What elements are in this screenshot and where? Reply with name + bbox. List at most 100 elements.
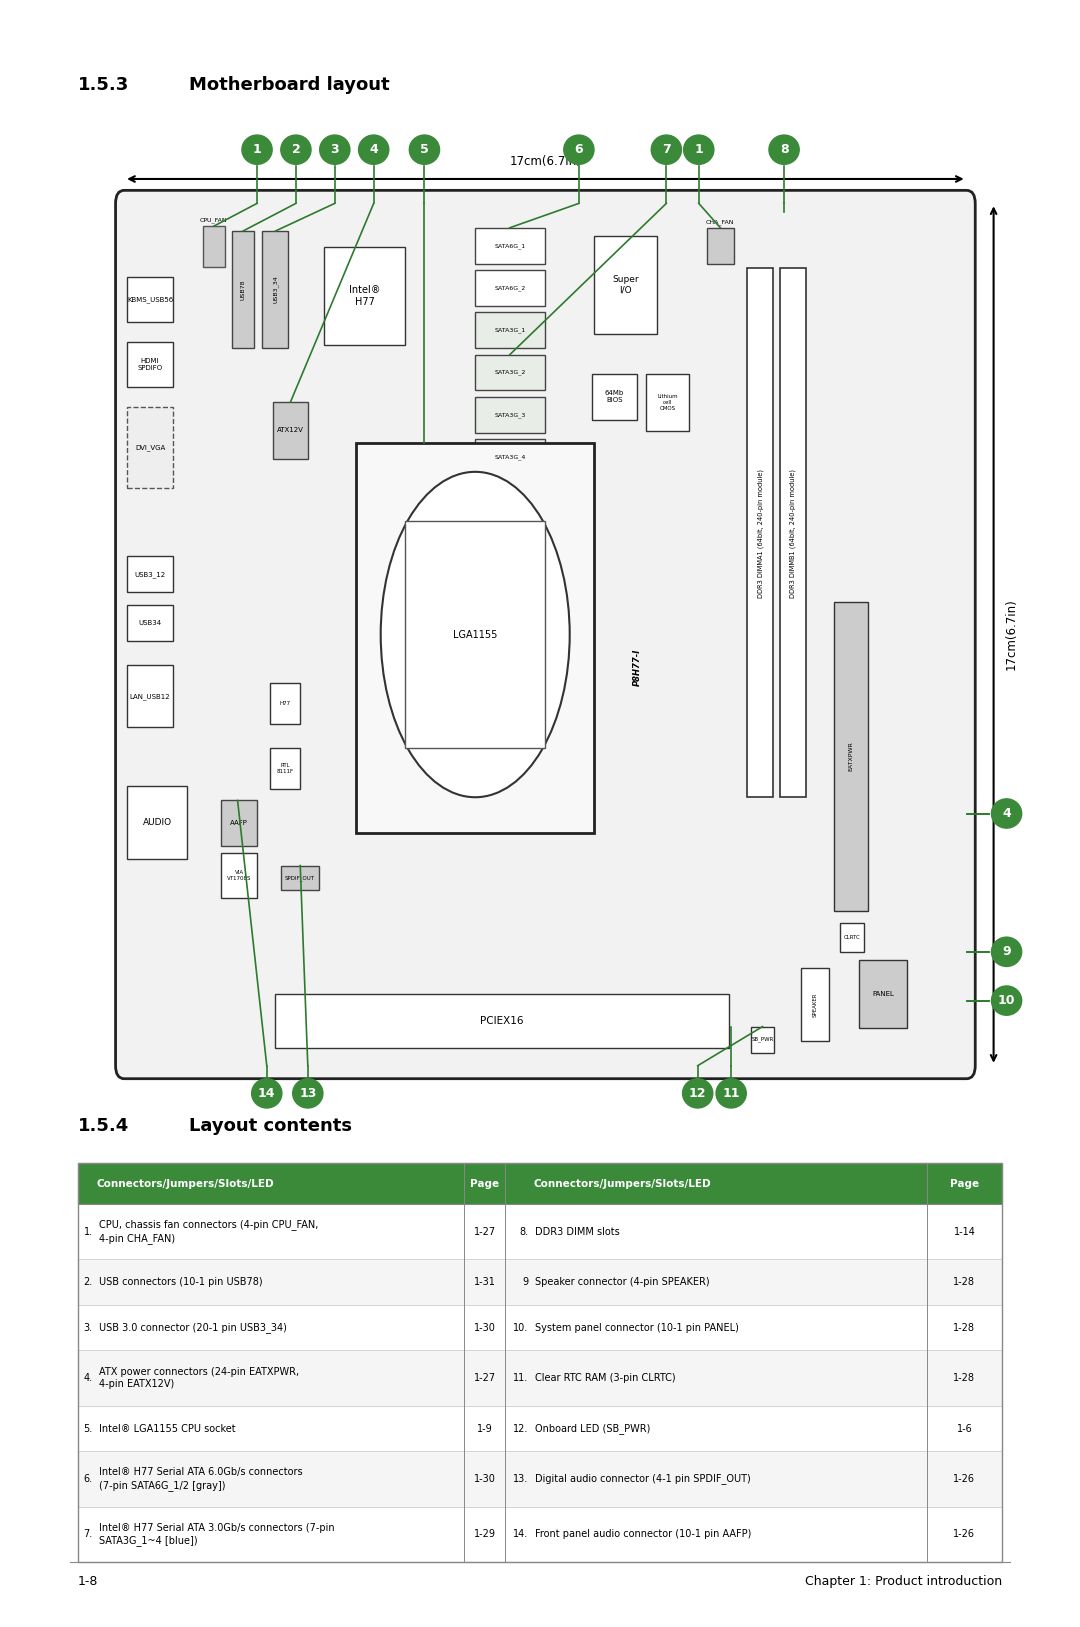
Text: Digital audio connector (4-1 pin SPDIF_OUT): Digital audio connector (4-1 pin SPDIF_O… (535, 1474, 751, 1484)
Ellipse shape (242, 135, 272, 164)
Bar (751, 1027, 774, 1053)
Text: ATX12V: ATX12V (278, 428, 303, 433)
Ellipse shape (293, 1079, 323, 1108)
Bar (262, 231, 288, 348)
Text: 9: 9 (1002, 945, 1011, 958)
Text: Motherboard layout: Motherboard layout (189, 75, 390, 94)
Text: Intel®
H77: Intel® H77 (349, 285, 380, 308)
Text: Connectors/Jumpers/Slots/LED: Connectors/Jumpers/Slots/LED (96, 1178, 273, 1189)
Text: Intel® LGA1155 CPU socket: Intel® LGA1155 CPU socket (99, 1424, 237, 1433)
Text: 1-29: 1-29 (474, 1529, 496, 1539)
Text: AAFP: AAFP (230, 820, 248, 827)
Text: 1-30: 1-30 (474, 1323, 496, 1333)
Bar (707, 228, 734, 264)
Text: AUDIO: AUDIO (143, 818, 172, 827)
Text: 17cm(6.7in): 17cm(6.7in) (510, 155, 581, 168)
Bar (592, 374, 637, 420)
Text: SATA3G_1: SATA3G_1 (495, 327, 526, 334)
Text: LAN_USB12: LAN_USB12 (130, 693, 171, 700)
Bar (840, 923, 864, 952)
Bar (78, 1259, 1002, 1305)
Ellipse shape (564, 135, 594, 164)
Text: SATA6G_1: SATA6G_1 (495, 242, 526, 249)
Text: 12.: 12. (513, 1424, 528, 1433)
Text: 2: 2 (292, 143, 300, 156)
Text: VIA
VT1708S: VIA VT1708S (227, 870, 252, 880)
Bar (281, 866, 319, 890)
Text: 3.: 3. (84, 1323, 93, 1333)
Bar (475, 228, 545, 264)
Bar (747, 268, 773, 797)
Bar (270, 683, 300, 724)
Text: 10.: 10. (513, 1323, 528, 1333)
Ellipse shape (651, 135, 681, 164)
Text: Super
I/O: Super I/O (612, 275, 638, 294)
Bar (475, 397, 545, 433)
Text: SATA3G_4: SATA3G_4 (495, 454, 526, 460)
Text: ATX power connectors (24-pin EATXPWR,
4-pin EATX12V): ATX power connectors (24-pin EATXPWR, 4-… (99, 1367, 299, 1389)
Text: 1-26: 1-26 (954, 1529, 975, 1539)
Bar (475, 312, 545, 348)
Bar (78, 1163, 1002, 1204)
Text: 1-31: 1-31 (474, 1277, 496, 1287)
Text: 1-28: 1-28 (954, 1323, 975, 1333)
Ellipse shape (991, 937, 1022, 966)
Text: 4: 4 (369, 143, 378, 156)
Text: EATXPWR: EATXPWR (849, 742, 853, 771)
Text: Intel® H77 Serial ATA 6.0Gb/s connectors
(7-pin SATA6G_1/2 [gray]): Intel® H77 Serial ATA 6.0Gb/s connectors… (99, 1468, 303, 1490)
Text: 1-6: 1-6 (957, 1424, 972, 1433)
Bar (594, 236, 657, 334)
Text: 11: 11 (723, 1087, 740, 1100)
Text: 4.: 4. (84, 1373, 93, 1383)
Text: SPDIF_OUT: SPDIF_OUT (285, 875, 314, 880)
Text: 11.: 11. (513, 1373, 528, 1383)
Bar (127, 605, 173, 641)
Ellipse shape (769, 135, 799, 164)
Bar (324, 247, 405, 345)
Text: Clear RTC RAM (3-pin CLRTC): Clear RTC RAM (3-pin CLRTC) (535, 1373, 675, 1383)
Text: SB_PWR: SB_PWR (752, 1036, 773, 1043)
Text: System panel connector (10-1 pin PANEL): System panel connector (10-1 pin PANEL) (535, 1323, 739, 1333)
Text: 1-8: 1-8 (78, 1575, 98, 1588)
Bar (78, 1163, 1002, 1562)
Text: LGA1155: LGA1155 (453, 630, 498, 639)
Text: Chapter 1: Product introduction: Chapter 1: Product introduction (805, 1575, 1002, 1588)
Text: DDR3 DIMMA1 (64bit, 240-pin module): DDR3 DIMMA1 (64bit, 240-pin module) (757, 469, 764, 599)
Text: 8: 8 (780, 143, 788, 156)
Bar (475, 355, 545, 390)
Bar (646, 374, 689, 431)
Bar (801, 968, 829, 1041)
Bar (232, 231, 254, 348)
Bar (78, 1406, 1002, 1451)
Bar (275, 994, 729, 1048)
Text: 13.: 13. (513, 1474, 528, 1484)
Text: Layout contents: Layout contents (189, 1116, 352, 1136)
Text: 13: 13 (299, 1087, 316, 1100)
Ellipse shape (320, 135, 350, 164)
Text: Front panel audio connector (10-1 pin AAFP): Front panel audio connector (10-1 pin AA… (535, 1529, 751, 1539)
Bar (475, 270, 545, 306)
Bar (78, 1350, 1002, 1406)
Text: 1: 1 (694, 143, 703, 156)
Text: CPU, chassis fan connectors (4-pin CPU_FAN,
4-pin CHA_FAN): CPU, chassis fan connectors (4-pin CPU_F… (99, 1220, 319, 1243)
Text: SATA3G_3: SATA3G_3 (495, 412, 526, 418)
Text: 17cm(6.7in): 17cm(6.7in) (1004, 599, 1017, 670)
Text: 1: 1 (253, 143, 261, 156)
Text: 1-30: 1-30 (474, 1474, 496, 1484)
Text: CPU_FAN: CPU_FAN (200, 218, 228, 223)
Text: SPEAKER: SPEAKER (813, 992, 818, 1017)
Text: 14.: 14. (513, 1529, 528, 1539)
Text: 12: 12 (689, 1087, 706, 1100)
Text: CLRTC: CLRTC (843, 934, 861, 940)
Text: 1-27: 1-27 (474, 1373, 496, 1383)
Text: Page: Page (950, 1178, 978, 1189)
Text: 6: 6 (575, 143, 583, 156)
Text: 64Mb
BIOS: 64Mb BIOS (605, 390, 624, 403)
Text: 1.5.4: 1.5.4 (78, 1116, 129, 1136)
Text: DDR3 DIMMB1 (64bit, 240-pin module): DDR3 DIMMB1 (64bit, 240-pin module) (789, 469, 796, 599)
Ellipse shape (991, 799, 1022, 828)
Text: 9: 9 (522, 1277, 528, 1287)
Bar (270, 748, 300, 789)
Bar (859, 960, 907, 1028)
Text: 1-9: 1-9 (477, 1424, 492, 1433)
